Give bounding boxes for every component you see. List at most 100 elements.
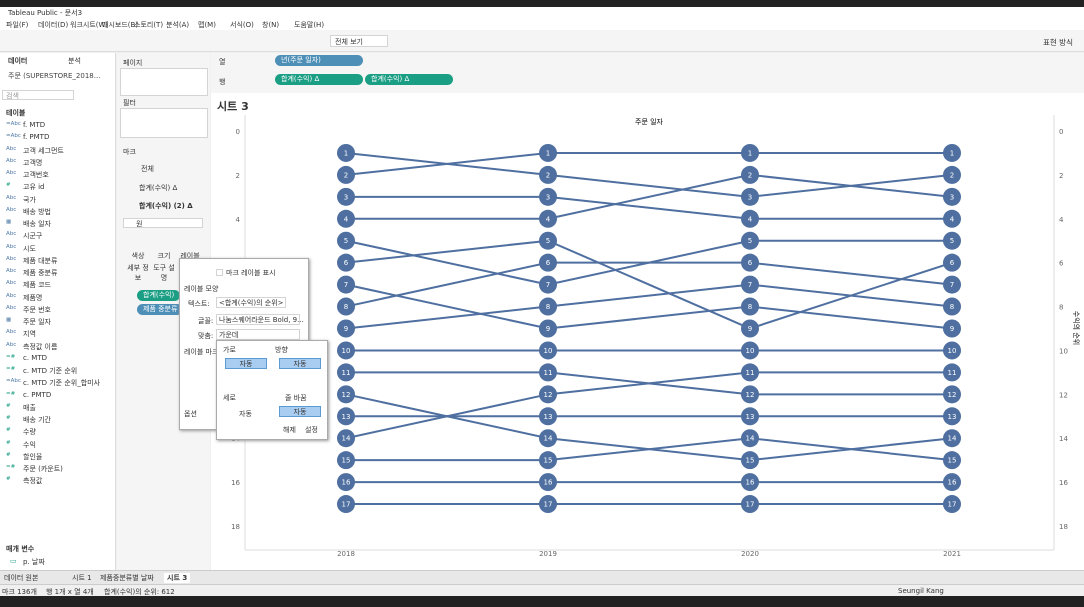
text-box[interactable]: <합계(수익)의 순위> xyxy=(216,297,286,308)
mark-button[interactable]: 크기 xyxy=(157,252,171,260)
marks-card[interactable]: 전체 xyxy=(141,165,154,173)
field-name[interactable]: 시도 xyxy=(23,244,36,253)
field-name[interactable]: 배송 일자 xyxy=(23,220,51,228)
field-name[interactable]: c. PMTD xyxy=(23,390,52,399)
menu-item[interactable]: 분석(A) xyxy=(166,21,190,29)
field-name[interactable]: 고객 세그먼트 xyxy=(23,146,64,155)
field-icon: =Abc xyxy=(6,121,21,127)
menu-item[interactable]: 창(N) xyxy=(262,21,280,29)
view-dropdown[interactable]: 전체 보기 xyxy=(330,35,388,47)
field-name[interactable]: f. MTD xyxy=(23,121,46,129)
menu-item[interactable]: 파일(F) xyxy=(6,21,29,29)
marks-card[interactable]: 합계(수익) (2) Δ xyxy=(139,202,193,210)
rank-circle xyxy=(337,165,355,184)
rank-label: 5 xyxy=(950,237,954,245)
field-name[interactable]: 제품명 xyxy=(23,293,43,302)
rank-circle xyxy=(943,385,961,404)
y2-tick-label: 4 xyxy=(1059,216,1064,224)
rank-circle xyxy=(741,165,759,184)
menu-item[interactable]: 스토리(T) xyxy=(134,21,164,29)
toggle[interactable]: 해제 xyxy=(283,426,296,434)
toggle[interactable]: 자동 xyxy=(279,358,321,369)
rank-label: 9 xyxy=(950,325,954,333)
mark-button[interactable]: 레이블 xyxy=(180,252,200,260)
field-name[interactable]: 측정값 xyxy=(23,477,43,486)
column-pill[interactable]: 년(주문 일자) xyxy=(275,55,363,66)
field-name[interactable]: 제품 대분류 xyxy=(23,256,58,265)
mark-button[interactable]: 세부 정보 xyxy=(127,264,149,282)
menu-item[interactable]: 대시보드(B) xyxy=(102,21,139,29)
rank-circle xyxy=(741,297,759,316)
field-name[interactable]: c. MTD xyxy=(23,353,48,362)
rank-label: 17 xyxy=(544,501,553,509)
sheet-tab[interactable]: 데이터 원본 xyxy=(4,574,39,582)
field-name[interactable]: c. MTD 기준 순위_합미사 xyxy=(23,379,101,388)
menu-item[interactable]: 데이터(D) xyxy=(38,21,69,29)
field-name[interactable]: 시군구 xyxy=(23,232,43,241)
field-name[interactable]: 주문 일자 xyxy=(23,318,51,326)
field-name[interactable]: 배송 기간 xyxy=(23,416,51,424)
top-border xyxy=(0,0,1084,7)
toggle[interactable]: 자동 xyxy=(239,410,252,418)
field-name[interactable]: 측정값 이름 xyxy=(23,342,58,351)
field-icon: =Abc xyxy=(6,133,21,140)
tab[interactable]: 분석 xyxy=(68,57,81,65)
data-source: 주문 (SUPERSTORE_2018... xyxy=(8,72,101,80)
menu-item[interactable]: 맵(M) xyxy=(198,21,216,29)
mark-type[interactable]: 원 xyxy=(123,218,203,228)
row-pill[interactable]: 합계(수익) Δ xyxy=(365,74,453,85)
search-box[interactable]: 검색 xyxy=(2,90,74,100)
align-box[interactable]: 가운데 xyxy=(216,329,300,340)
field-name[interactable]: 고유 id xyxy=(23,183,45,192)
rank-circle xyxy=(337,275,355,294)
field-name[interactable]: p. 날짜 xyxy=(23,558,45,566)
field-name[interactable]: 배송 방법 xyxy=(23,207,51,216)
field-name[interactable]: 국가 xyxy=(23,195,36,204)
toggle[interactable]: 자동 xyxy=(279,406,321,417)
mark-button[interactable]: 도구 설명 xyxy=(153,264,175,282)
series-line xyxy=(345,261,953,308)
show-me[interactable]: 표현 방식 xyxy=(1043,38,1073,47)
sheet-tab[interactable]: 시트 3 xyxy=(164,573,191,583)
field-name[interactable]: f. PMTD xyxy=(23,133,50,142)
toggle[interactable]: 설정 xyxy=(305,426,318,434)
marks-card[interactable]: 합계(수익) Δ xyxy=(139,184,178,192)
sheet-tab[interactable]: 제품중분류별 날짜 xyxy=(100,574,154,582)
field-icon: # xyxy=(6,439,11,446)
series-line xyxy=(345,283,953,330)
font-box[interactable]: 나눔스퀘어라운드 Bold, 9... xyxy=(216,314,304,325)
field-name[interactable]: 주문 번호 xyxy=(23,305,51,314)
series-line xyxy=(345,283,953,330)
menu-item[interactable]: 워크시트(W) xyxy=(70,21,109,29)
rank-label: 5 xyxy=(748,237,752,245)
field-name[interactable]: 매출 xyxy=(23,403,36,412)
menu-item[interactable]: 서식(O) xyxy=(230,21,254,29)
rank-circle xyxy=(741,451,759,470)
field-name[interactable]: 제품 중분류 xyxy=(23,269,58,277)
rank-label: 16 xyxy=(544,479,553,487)
field-name[interactable]: 할인율 xyxy=(23,452,43,461)
mark-button[interactable]: 색상 xyxy=(131,252,145,260)
rank-circle xyxy=(943,341,961,360)
tab[interactable]: 데이터 xyxy=(8,57,28,65)
field-name[interactable]: 수익 xyxy=(23,440,36,449)
field-name[interactable]: 제품 코드 xyxy=(23,281,51,290)
menu-item[interactable]: 도움말(H) xyxy=(294,21,325,29)
field-name[interactable]: 고객명 xyxy=(23,158,43,167)
field-name[interactable]: 수량 xyxy=(23,428,36,437)
rank-label: 14 xyxy=(544,435,553,443)
sheet-tab[interactable]: 시트 1 xyxy=(72,574,92,582)
rank-label: 1 xyxy=(748,149,752,157)
field-name[interactable]: c. MTD 기준 순위 xyxy=(23,367,78,375)
field-name[interactable]: 주문 (카운트) xyxy=(23,465,63,473)
field-name[interactable]: 지역 xyxy=(23,330,36,339)
rank-label: 10 xyxy=(746,347,755,355)
field-icon: =# xyxy=(6,390,16,397)
rank-circle xyxy=(337,407,355,426)
show-labels[interactable]: 마크 레이블 표시 xyxy=(226,269,276,277)
toggle[interactable]: 자동 xyxy=(225,358,267,369)
field-icon: Abc xyxy=(6,304,17,311)
row-pill[interactable]: 합계(수익) Δ xyxy=(275,74,363,85)
field-name[interactable]: 고객번호 xyxy=(23,171,49,179)
